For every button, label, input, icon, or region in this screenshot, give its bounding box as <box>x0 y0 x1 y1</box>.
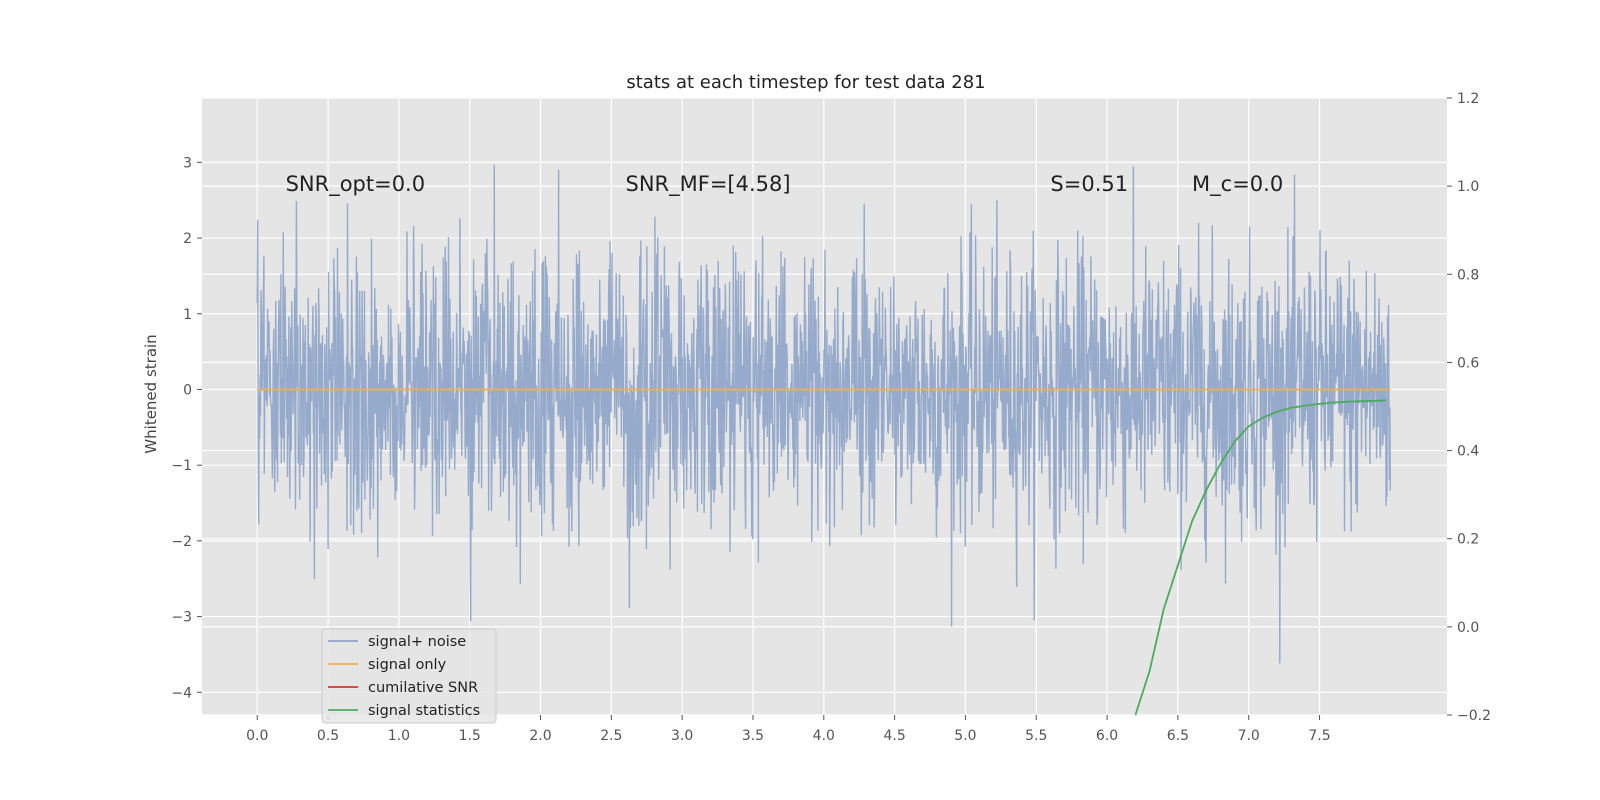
x-tick-label: 5.5 <box>1025 728 1047 744</box>
y2-tick-label: 0.2 <box>1457 532 1479 548</box>
y2-ticks: 1.2 1.0 0.8 0.6 0.4 0.2 0.0 −0.2 <box>1447 91 1491 724</box>
legend: signal+ noise signal only cumilative SNR si… <box>321 628 497 724</box>
x-tick-label: 1.0 <box>388 728 410 744</box>
legend-box <box>321 628 497 724</box>
annotation-label: M_c=0.0 <box>1192 172 1283 197</box>
x-tick-label: 4.5 <box>883 728 905 744</box>
y-ticks: 3 2 1 0 −1 −2 −3 −4 <box>171 155 202 701</box>
y-tick-label: −4 <box>171 685 192 701</box>
lines <box>257 388 1391 716</box>
y2-tick-label: 0.8 <box>1457 267 1479 283</box>
y-tick-label: 0 <box>183 382 192 398</box>
signal-noise-series <box>256 164 1391 664</box>
annotation-label: S=0.51 <box>1050 172 1128 196</box>
x-tick-label: 2.0 <box>529 728 551 744</box>
y2-tick-label: 0.4 <box>1457 444 1479 460</box>
x-tick-label: 4.0 <box>813 728 835 744</box>
x-tick-label: 3.0 <box>671 728 693 744</box>
y-tick-label: 3 <box>183 155 192 171</box>
legend-label: signal+ noise <box>368 634 466 650</box>
x-tick-label: 0.0 <box>246 728 268 744</box>
x-ticks: 0.0 0.5 1.0 1.5 2.0 2.5 3.0 3.5 4.0 4.5 5.0 5.5 6.0 6… <box>246 715 1331 744</box>
y-tick-label: −2 <box>171 534 192 550</box>
y2-tick-label: 1.2 <box>1457 91 1479 107</box>
legend-label: signal only <box>368 657 447 673</box>
signal-noise-line <box>256 164 1391 664</box>
x-tick-label: 3.5 <box>742 728 764 744</box>
y2-tick-label: −0.2 <box>1457 708 1491 724</box>
chart-title: stats at each timestep for test data 281 <box>626 72 985 93</box>
y-tick-label: 1 <box>183 307 192 323</box>
annotation-label: SNR_opt=0.0 <box>286 172 426 197</box>
x-tick-label: 2.5 <box>600 728 622 744</box>
y-tick-label: −3 <box>171 610 192 626</box>
annotations: SNR_opt=0.0 SNR_MF=[4.58] S=0.51 M_c=0.0 <box>286 172 1284 197</box>
y2-tick-label: 1.0 <box>1457 179 1479 195</box>
x-tick-label: 7.5 <box>1308 728 1330 744</box>
y-axis-label: Whitened strain <box>142 334 160 453</box>
legend-label: signal statistics <box>368 703 480 719</box>
x-tick-label: 1.5 <box>459 728 481 744</box>
y-tick-label: 2 <box>183 231 192 247</box>
y2-tick-label: 0.0 <box>1457 620 1479 636</box>
y2-tick-label: 0.6 <box>1457 355 1479 371</box>
x-tick-label: 0.5 <box>317 728 339 744</box>
x-tick-label: 7.0 <box>1238 728 1260 744</box>
legend-label: cumilative SNR <box>368 680 478 696</box>
x-tick-label: 6.5 <box>1167 728 1189 744</box>
series-line-signal-statistics <box>1134 399 1387 716</box>
annotation-label: SNR_MF=[4.58] <box>625 172 790 197</box>
x-tick-label: 5.0 <box>954 728 976 744</box>
x-tick-label: 6.0 <box>1096 728 1118 744</box>
y-tick-label: −1 <box>171 458 192 474</box>
